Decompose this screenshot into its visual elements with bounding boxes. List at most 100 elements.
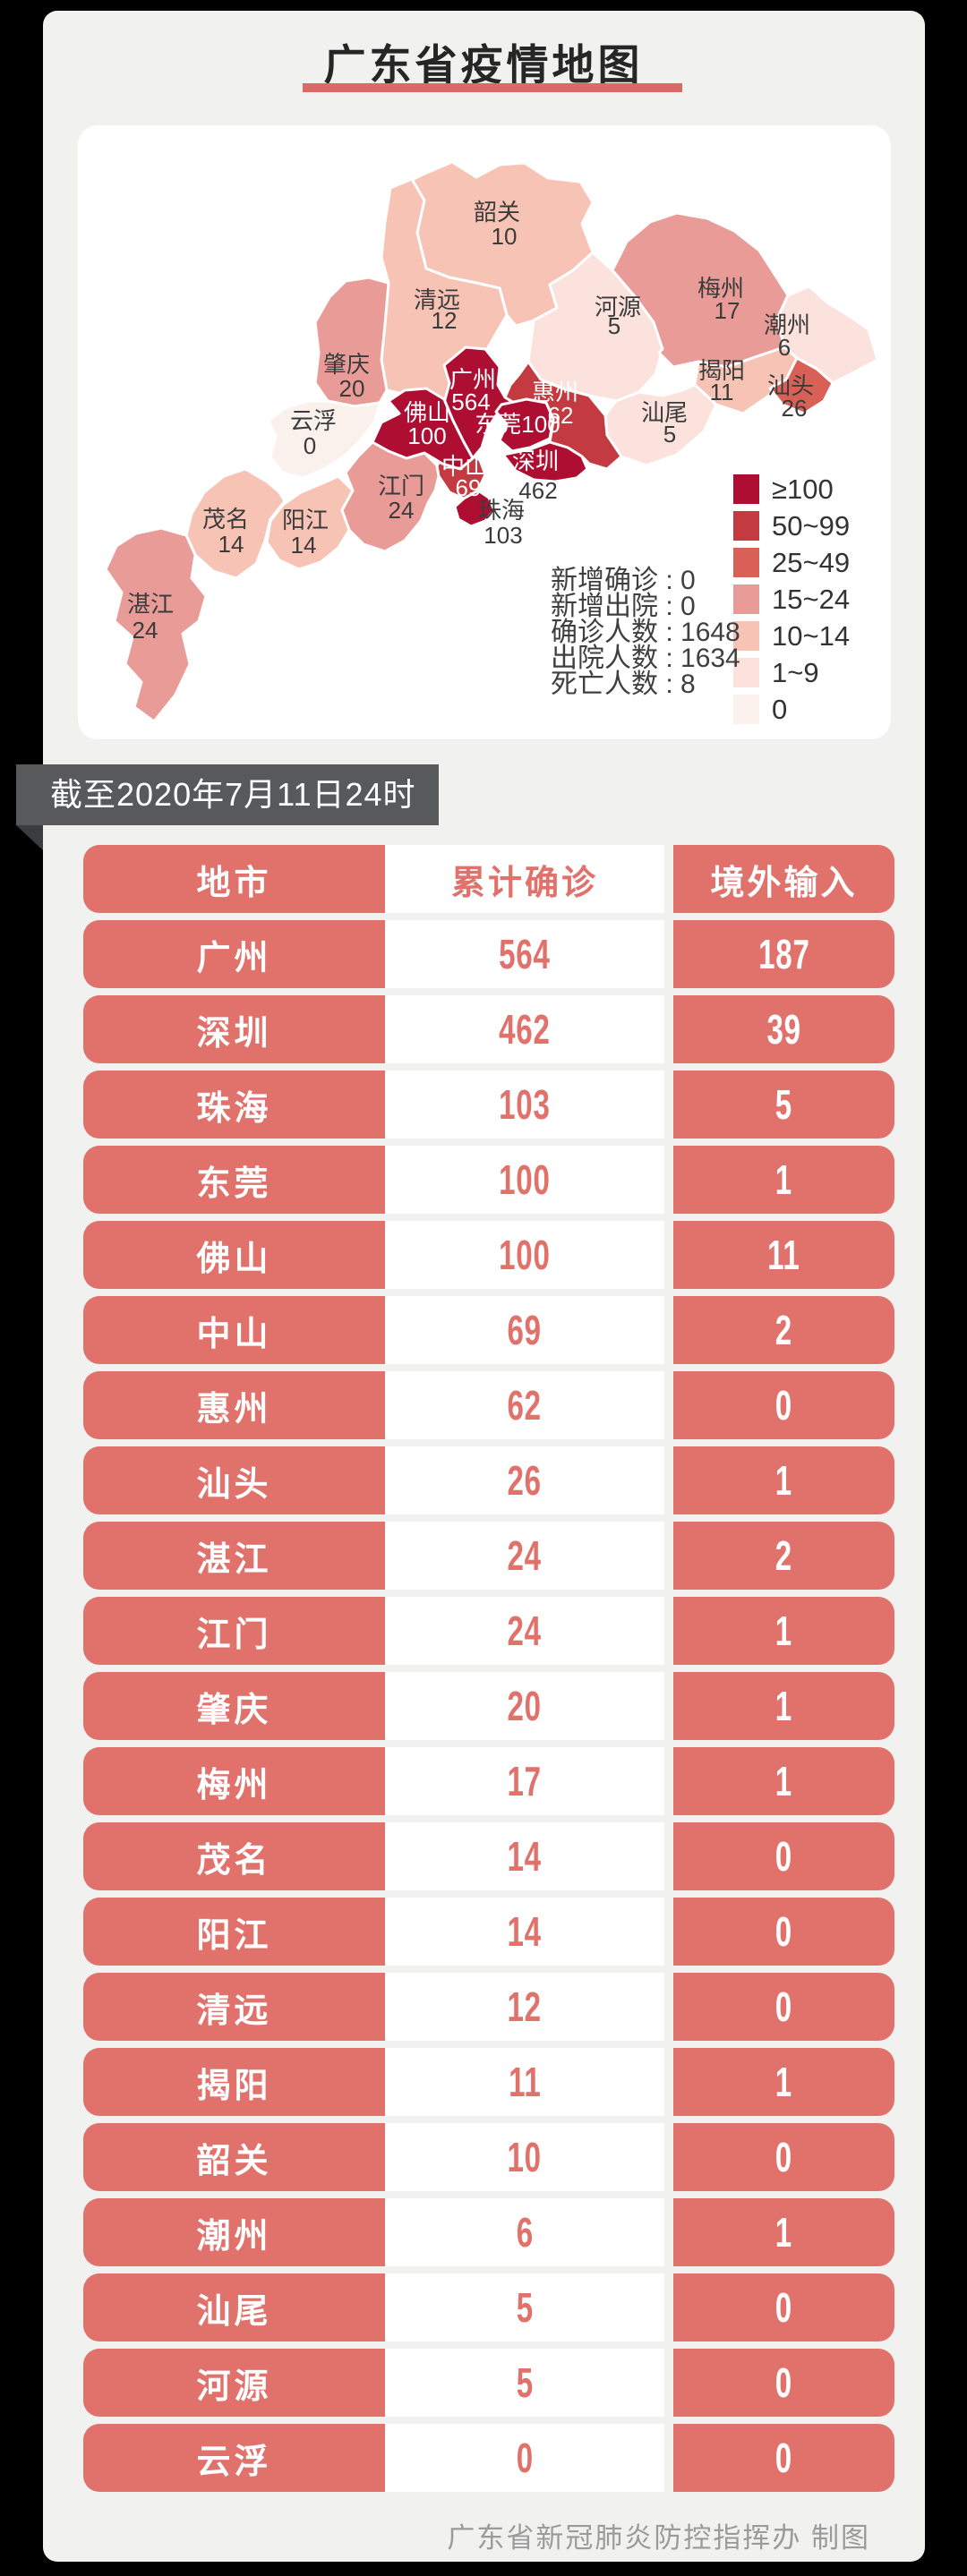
imported-value: 39 — [766, 1006, 801, 1053]
table-row-city: 珠海 — [83, 1070, 385, 1139]
table-row-imported: 1 — [673, 2048, 894, 2116]
confirmed-value: 24 — [507, 1532, 543, 1579]
confirmed-value: 62 — [507, 1382, 543, 1429]
imported-value: 187 — [757, 931, 810, 977]
region-value-韶关: 10 — [492, 223, 518, 250]
table-row-city: 江门 — [83, 1597, 385, 1665]
region-value-湛江: 24 — [133, 617, 158, 644]
region-value-佛山: 100 — [407, 422, 446, 449]
region-value-深圳: 462 — [518, 477, 557, 504]
header-imported-label: 境外输入 — [710, 864, 858, 902]
table-row-confirmed: 5 — [385, 2349, 664, 2417]
region-label-梅州: 梅州 — [697, 275, 744, 302]
imported-value: 0 — [774, 2284, 793, 2331]
region-label-茂名: 茂名 — [202, 506, 249, 533]
header-confirmed-label: 累计确诊 — [450, 864, 598, 902]
table-row-city: 揭阳 — [83, 2048, 385, 2116]
confirmed-value: 26 — [507, 1457, 543, 1504]
region-value-梅州: 17 — [715, 297, 740, 324]
table-row-city: 佛山 — [83, 1221, 385, 1289]
region-value-汕尾: 5 — [663, 421, 676, 448]
table-row-imported: 0 — [673, 1973, 894, 2041]
table-row-city: 深圳 — [83, 995, 385, 1063]
stat-line-新增出院: 新增出院 : 0 — [551, 592, 696, 621]
table-row-city: 湛江 — [83, 1522, 385, 1590]
imported-value: 0 — [774, 2134, 793, 2180]
imported-value: 2 — [774, 1532, 793, 1579]
table-row-imported: 1 — [673, 1146, 894, 1214]
imported-value: 5 — [774, 1081, 793, 1128]
stat-line-确诊人数: 确诊人数 : 1648 — [551, 618, 740, 647]
table-row-confirmed: 17 — [385, 1747, 664, 1815]
confirmed-value: 14 — [507, 1908, 543, 1955]
map-region-珠海 — [453, 489, 496, 528]
legend-label-10~14: 10~14 — [772, 620, 850, 652]
region-value-惠州: 62 — [548, 402, 574, 429]
region-label-潮州: 潮州 — [764, 311, 810, 338]
table-row-confirmed: 26 — [385, 1446, 664, 1514]
confirmed-value: 103 — [499, 1081, 551, 1128]
table-row-confirmed: 100 — [385, 1146, 664, 1214]
region-label-韶关: 韶关 — [474, 199, 520, 226]
table-row-imported: 187 — [673, 920, 894, 988]
imported-value: 0 — [774, 2435, 793, 2481]
table-row-confirmed: 6 — [385, 2198, 664, 2266]
legend-swatch-50~99 — [733, 511, 759, 541]
table-row-city: 中山 — [83, 1296, 385, 1364]
region-label-江门: 江门 — [378, 473, 424, 499]
map-region-佛山 — [371, 387, 475, 471]
table-row-confirmed: 11 — [385, 2048, 664, 2116]
table-row-imported: 11 — [673, 1221, 894, 1289]
table-row-imported: 0 — [673, 2424, 894, 2492]
table-row-confirmed: 0 — [385, 2424, 664, 2492]
table-row-city: 茂名 — [83, 1822, 385, 1890]
table-row-confirmed: 462 — [385, 995, 664, 1063]
date-badge-fold — [16, 825, 43, 850]
imported-value: 11 — [767, 1232, 800, 1278]
region-label-深圳: 深圳 — [512, 448, 559, 474]
region-value-河源: 5 — [608, 312, 620, 339]
confirmed-value: 20 — [507, 1683, 543, 1729]
region-label-汕头: 汕头 — [767, 372, 814, 399]
table-row-city: 潮州 — [83, 2198, 385, 2266]
table-row-confirmed: 5 — [385, 2273, 664, 2341]
region-label-中山: 中山 — [441, 453, 488, 480]
imported-value: 1 — [774, 2059, 793, 2105]
map-region-汕头 — [768, 356, 834, 415]
table-row-imported: 2 — [673, 1296, 894, 1364]
table-row-confirmed: 100 — [385, 1221, 664, 1289]
confirmed-value: 12 — [507, 1983, 543, 2030]
table-row-city: 韶关 — [83, 2123, 385, 2191]
region-value-江门: 24 — [389, 497, 415, 524]
table-row-city: 清远 — [83, 1973, 385, 2041]
region-label-广州: 广州 — [449, 366, 496, 393]
table-row-imported: 2 — [673, 1522, 894, 1590]
map-region-广州 — [442, 345, 516, 460]
stat-line-出院人数: 出院人数 : 1634 — [551, 644, 740, 673]
table-row-confirmed: 24 — [385, 1597, 664, 1665]
confirmed-value: 24 — [507, 1608, 543, 1654]
confirmed-value: 462 — [499, 1006, 551, 1053]
imported-value: 0 — [774, 1983, 793, 2030]
table-row-city: 汕头 — [83, 1446, 385, 1514]
table-row-confirmed: 62 — [385, 1371, 664, 1439]
legend-swatch-10~14 — [733, 621, 759, 651]
table-row-imported: 0 — [673, 1371, 894, 1439]
confirmed-value: 10 — [507, 2134, 543, 2180]
table-row-imported: 1 — [673, 1597, 894, 1665]
region-label-清远: 清远 — [414, 286, 460, 313]
imported-value: 1 — [774, 1608, 793, 1654]
table-row-confirmed: 14 — [385, 1898, 664, 1966]
confirmed-value: 11 — [508, 2059, 542, 2105]
region-value-汕头: 26 — [782, 395, 808, 422]
table-row-confirmed: 14 — [385, 1822, 664, 1890]
imported-value: 0 — [774, 1908, 793, 1955]
table-row-city: 梅州 — [83, 1747, 385, 1815]
legend-swatch-0 — [733, 695, 759, 724]
region-value-揭阳: 11 — [710, 379, 734, 405]
region-value-珠海: 103 — [484, 522, 522, 549]
region-label-珠海: 珠海 — [478, 497, 525, 524]
map-region-深圳 — [501, 440, 589, 483]
